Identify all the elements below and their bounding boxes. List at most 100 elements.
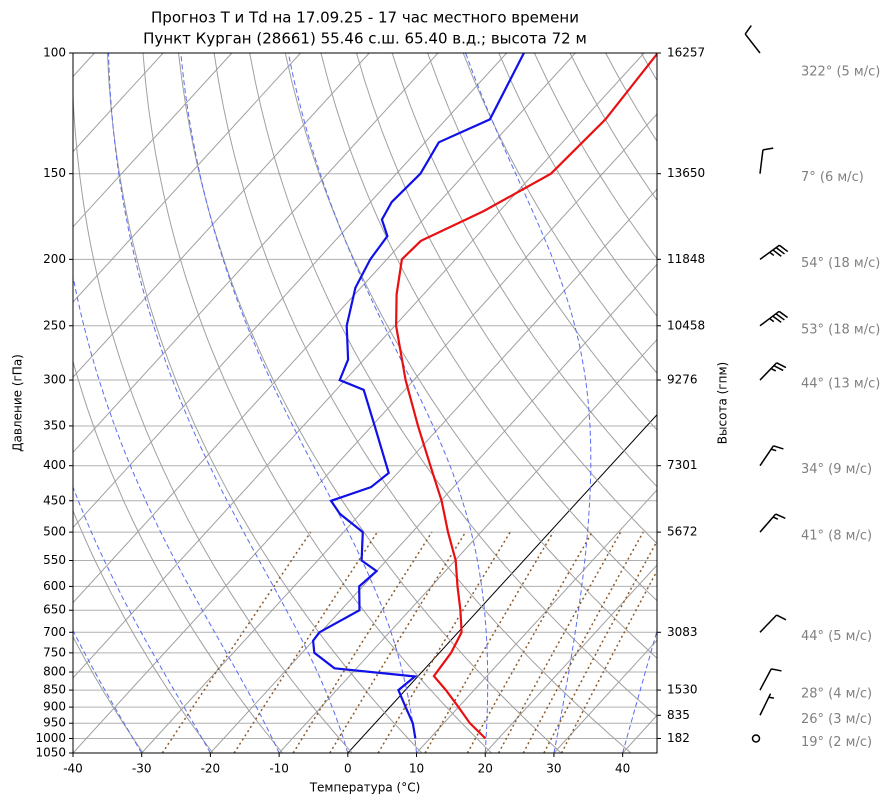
barb-staff (759, 362, 778, 381)
dry-adiabat (569, 53, 657, 202)
wind-label: 26° (3 м/с) (801, 712, 872, 727)
y-tick-label: 400 (43, 458, 66, 472)
y2-tick-label: 1530 (667, 683, 698, 697)
wind-label: 44° (13 м/с) (801, 377, 880, 392)
mixing-ratio (161, 531, 312, 753)
wind-barb (759, 668, 782, 691)
dry-adiabat (462, 53, 657, 374)
y-tick-label: 1000 (35, 731, 66, 745)
wind-label: 28° (4 м/с) (801, 687, 872, 702)
isotherm (73, 53, 645, 679)
y-tick-label: 550 (43, 553, 66, 567)
mixing-ratio (560, 569, 657, 753)
wind-barb (759, 362, 787, 381)
barb-staff (759, 149, 764, 174)
background-lines (73, 53, 895, 753)
y-tick-label: 800 (43, 665, 66, 679)
plot-frame (72, 52, 658, 754)
wind-barb (759, 693, 775, 716)
mixing-ratio (292, 531, 433, 753)
half-barb (772, 516, 779, 520)
mixing-ratio (466, 531, 593, 753)
half-barb (770, 448, 777, 452)
dry-adiabat (677, 53, 895, 753)
moist-adiabat (73, 274, 280, 753)
dry-adiabat (748, 53, 895, 753)
isotherm (73, 53, 233, 228)
y2-tick-label: 16257 (667, 46, 705, 60)
dry-adiabat (178, 53, 562, 753)
mixing-ratio (424, 531, 554, 753)
dry-adiabat (391, 53, 657, 488)
barb (773, 445, 784, 450)
barb (775, 313, 785, 321)
wind-barb (744, 25, 761, 54)
barb (772, 315, 782, 323)
wind-barb (759, 614, 787, 633)
mixing-ratio (329, 531, 467, 753)
dry-adiabat (73, 83, 353, 753)
y-tick-label: 600 (43, 579, 66, 593)
barb (772, 249, 782, 257)
isotherm (73, 53, 508, 529)
moist-adiabat (622, 629, 657, 753)
dry-adiabat (784, 53, 895, 753)
barb (778, 310, 789, 319)
moist-adiabat (180, 53, 417, 753)
dry-adiabat (605, 53, 657, 143)
dry-adiabat (819, 53, 895, 753)
barb (771, 668, 782, 672)
y2-tick-label: 10458 (667, 318, 705, 332)
dry-adiabat (106, 53, 423, 753)
y-tick-label: 700 (43, 625, 66, 639)
y2-tick-label: 182 (667, 731, 690, 745)
wind-barb (751, 734, 761, 743)
y-tick-label: 1050 (35, 746, 66, 760)
mixing-ratio (522, 531, 644, 753)
x-tick-label: 20 (478, 762, 493, 776)
dry-adiabat (142, 53, 492, 753)
isotherm (73, 53, 301, 303)
chart-subtitle: Пункт Курган (28661) 55.46 с.ш. 65.40 в.… (143, 30, 587, 48)
x-tick-label: -20 (201, 762, 221, 776)
y-tick-label: 950 (43, 716, 66, 730)
isotherm (347, 413, 657, 753)
isotherm (622, 714, 657, 753)
y2-tick-label: 9276 (667, 373, 698, 387)
y-tick-label: 300 (43, 373, 66, 387)
dry-adiabat (356, 53, 657, 545)
x-tick-label: 40 (615, 762, 630, 776)
barb (744, 25, 752, 35)
barb (775, 513, 786, 519)
y2-tick-label: 13650 (667, 166, 705, 180)
isotherm (278, 338, 657, 753)
mixing-ratio (497, 531, 622, 753)
barb (776, 362, 787, 369)
wind-label: 41° (8 м/с) (801, 529, 872, 544)
y-tick-label: 450 (43, 493, 66, 507)
y-tick-label: 500 (43, 525, 66, 539)
isotherm (141, 188, 657, 753)
wind-label: 19° (2 м/с) (801, 735, 872, 750)
y-tick-label: 100 (43, 46, 66, 60)
dry-adiabat (640, 53, 657, 82)
mixing-ratio (377, 531, 511, 753)
y-tick-label: 900 (43, 700, 66, 714)
moist-adiabat (73, 629, 143, 753)
half-barb (768, 696, 775, 699)
barb (778, 244, 789, 253)
moist-adiabat (465, 53, 592, 753)
wind-barb (759, 310, 789, 327)
barb (775, 246, 785, 255)
profile-line (311, 53, 525, 739)
isotherm (73, 113, 657, 753)
dry-adiabat (284, 53, 657, 659)
dry-adiabat (498, 53, 657, 317)
y-tick-label: 200 (43, 252, 66, 266)
profile-line (394, 53, 657, 740)
moist-adiabat (73, 485, 211, 753)
isotherm (73, 53, 370, 378)
wind-label: 53° (18 м/с) (801, 322, 880, 337)
x-tick-label: 30 (546, 762, 561, 776)
